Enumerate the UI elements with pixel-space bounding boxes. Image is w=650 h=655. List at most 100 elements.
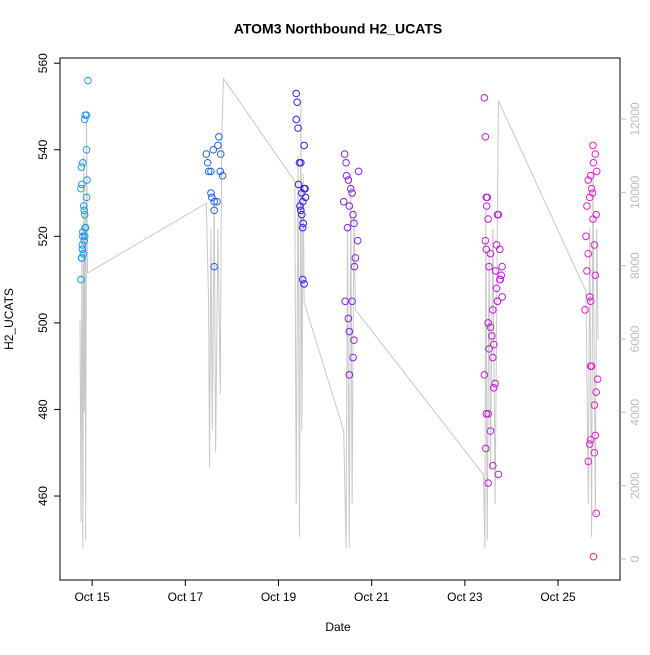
data-point bbox=[78, 180, 86, 189]
data-point bbox=[591, 271, 600, 280]
data-point bbox=[207, 167, 215, 176]
data-point bbox=[482, 202, 491, 210]
x-tick-label: Oct 19 bbox=[261, 590, 297, 604]
data-point bbox=[299, 219, 307, 228]
data-point bbox=[489, 461, 497, 470]
data-point bbox=[216, 150, 225, 158]
data-point bbox=[350, 219, 358, 228]
data-point bbox=[298, 275, 307, 284]
x-tick-label: Oct 15 bbox=[74, 590, 110, 604]
data-point bbox=[297, 158, 305, 167]
data-point bbox=[481, 132, 490, 141]
data-point bbox=[486, 249, 495, 258]
data-point bbox=[350, 262, 359, 271]
data-point bbox=[204, 167, 213, 176]
y-tick-label: 540 bbox=[36, 139, 50, 159]
data-point bbox=[586, 171, 595, 180]
data-point bbox=[342, 158, 350, 167]
data-point bbox=[210, 197, 219, 206]
data-point bbox=[348, 189, 356, 197]
data-point bbox=[346, 184, 355, 193]
data-point bbox=[79, 158, 87, 167]
data-point bbox=[584, 457, 593, 466]
data-point bbox=[84, 76, 92, 85]
data-point bbox=[484, 479, 492, 487]
data-point bbox=[583, 202, 591, 210]
data-point bbox=[208, 193, 216, 202]
data-point bbox=[80, 115, 89, 124]
data-point bbox=[214, 141, 222, 150]
data-point bbox=[498, 262, 506, 271]
y2-tick-label: 8000 bbox=[628, 252, 642, 279]
data-point bbox=[591, 431, 600, 440]
data-point bbox=[297, 210, 306, 219]
data-point bbox=[494, 470, 503, 479]
data-point bbox=[344, 176, 353, 184]
data-point bbox=[83, 176, 91, 184]
data-point bbox=[583, 267, 591, 275]
data-point bbox=[292, 89, 301, 98]
data-point bbox=[496, 275, 505, 284]
data-point bbox=[78, 245, 87, 254]
data-point bbox=[77, 163, 86, 171]
x-tick-label: Oct 21 bbox=[354, 590, 390, 604]
data-point bbox=[78, 254, 86, 262]
data-point bbox=[344, 314, 353, 323]
data-point bbox=[301, 184, 309, 193]
data-point bbox=[340, 150, 349, 158]
data-point bbox=[585, 293, 594, 301]
data-point bbox=[301, 193, 310, 202]
data-point bbox=[489, 384, 498, 392]
chart-title: ATOM3 Northbound H2_UCATS bbox=[234, 21, 442, 37]
data-point bbox=[489, 353, 497, 362]
data-point bbox=[81, 223, 90, 232]
x-axis-label: Date bbox=[325, 620, 351, 634]
data-point bbox=[582, 232, 590, 241]
data-point bbox=[584, 176, 593, 184]
data-point bbox=[343, 223, 352, 232]
data-point bbox=[210, 206, 219, 215]
data-point bbox=[484, 215, 492, 223]
data-point bbox=[79, 249, 88, 258]
data-point bbox=[294, 180, 303, 189]
data-point bbox=[496, 245, 504, 254]
y2-tick-label: 0 bbox=[628, 555, 642, 562]
data-point bbox=[297, 206, 305, 215]
y2-tick-label: 4000 bbox=[628, 399, 642, 426]
y2-tick-label: 2000 bbox=[628, 472, 642, 499]
data-point bbox=[589, 141, 597, 150]
data-point bbox=[492, 284, 501, 293]
data-point bbox=[80, 210, 89, 219]
data-point bbox=[210, 262, 219, 271]
data-point bbox=[485, 262, 493, 271]
data-point bbox=[589, 158, 598, 167]
data-point bbox=[589, 215, 597, 223]
y-tick-label: 480 bbox=[36, 399, 50, 419]
y-tick-label: 520 bbox=[36, 226, 50, 246]
y-tick-label: 500 bbox=[36, 313, 50, 333]
data-point bbox=[77, 275, 85, 284]
data-point bbox=[581, 306, 589, 314]
data-point bbox=[354, 167, 363, 176]
data-point bbox=[80, 232, 89, 241]
data-point bbox=[350, 336, 358, 345]
data-point bbox=[351, 254, 360, 262]
data-point bbox=[218, 171, 227, 180]
data-point bbox=[586, 435, 595, 444]
y-axis-label: H2_UCATS bbox=[2, 288, 16, 350]
data-point bbox=[586, 362, 595, 370]
data-point bbox=[353, 236, 362, 245]
data-point bbox=[79, 202, 88, 210]
data-point bbox=[483, 193, 492, 202]
line-series bbox=[79, 77, 599, 549]
data-point bbox=[494, 210, 503, 219]
data-point bbox=[587, 184, 596, 193]
data-point bbox=[591, 150, 600, 158]
data-point bbox=[488, 332, 496, 340]
data-point bbox=[203, 158, 212, 167]
data-point bbox=[202, 150, 211, 158]
data-point bbox=[213, 197, 221, 206]
data-point bbox=[590, 241, 599, 249]
